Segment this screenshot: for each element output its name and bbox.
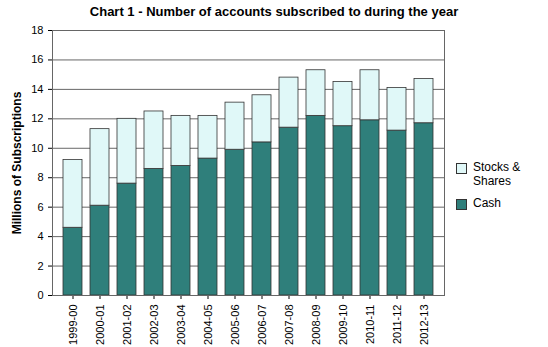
html-text:Cash: Cash — [473, 195, 501, 210]
svg-text:0: 0 — [37, 289, 43, 301]
html-text:Chart 1 - Number of accounts s: Chart 1 - Number of accounts subscribed … — [89, 4, 459, 19]
svg-text:2010-11: 2010-11 — [364, 305, 376, 345]
svg-text:2011-12: 2011-12 — [391, 305, 403, 345]
svg-text:16: 16 — [31, 53, 43, 65]
svg-text:12: 12 — [31, 112, 43, 124]
svg-text:2006-07: 2006-07 — [256, 305, 268, 345]
svg-text:10: 10 — [31, 142, 43, 154]
svg-text:2000-01: 2000-01 — [94, 305, 106, 345]
html-text:Stocks & Shares: Stocks & Shares — [473, 159, 521, 188]
svg-text:8: 8 — [37, 171, 43, 183]
svg-text:2004-05: 2004-05 — [202, 305, 214, 345]
svg-text:2003-04: 2003-04 — [175, 305, 187, 345]
svg-text:2001-02: 2001-02 — [121, 305, 133, 345]
svg-text:Millions of Subscriptions: Millions of Subscriptions — [10, 91, 24, 234]
svg-text:2008-09: 2008-09 — [310, 305, 322, 345]
svg-text:2009-10: 2009-10 — [337, 305, 349, 345]
svg-text:2005-06: 2005-06 — [229, 305, 241, 345]
svg-text:2002-03: 2002-03 — [148, 305, 160, 345]
svg-text:4: 4 — [37, 230, 43, 242]
svg-text:2: 2 — [37, 260, 43, 272]
svg-text:1999-00: 1999-00 — [67, 305, 79, 345]
svg-text:18: 18 — [31, 24, 43, 36]
svg-text:14: 14 — [31, 83, 43, 95]
svg-text:2007-08: 2007-08 — [283, 305, 295, 345]
svg-text:6: 6 — [37, 201, 43, 213]
svg-text:2012-13: 2012-13 — [418, 305, 430, 345]
